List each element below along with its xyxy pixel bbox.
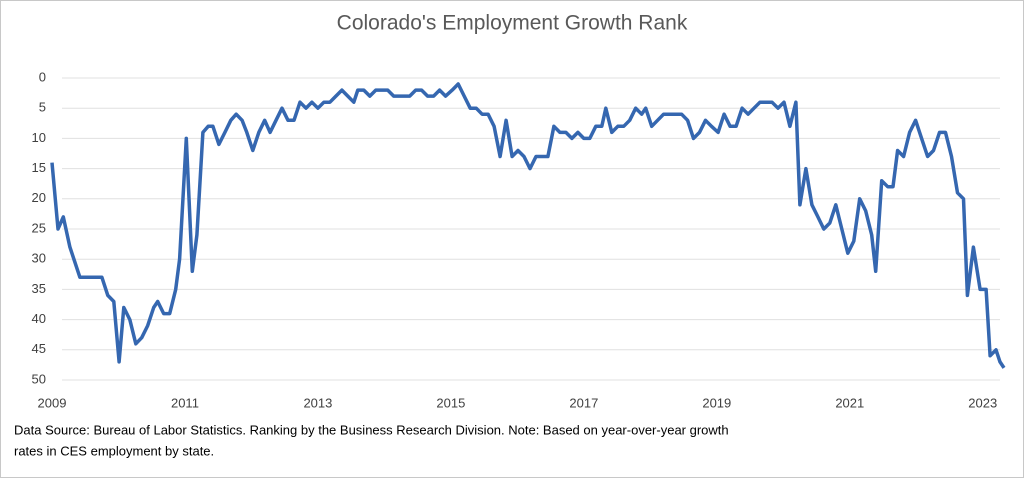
source-note: rates in CES employment by state. [14,443,214,458]
x-tick-label: 2009 [38,395,67,410]
y-tick-label: 30 [32,251,46,266]
x-tick-label: 2023 [968,395,997,410]
x-tick-label: 2021 [835,395,864,410]
x-tick-label: 2013 [303,395,332,410]
y-tick-label: 5 [39,100,46,115]
y-tick-label: 15 [32,160,46,175]
y-tick-label: 35 [32,281,46,296]
x-tick-label: 2015 [436,395,465,410]
y-tick-label: 50 [32,371,46,386]
y-tick-label: 10 [32,130,46,145]
y-tick-label: 25 [32,220,46,235]
x-tick-label: 2017 [569,395,598,410]
x-tick-label: 2011 [171,395,199,410]
y-tick-label: 45 [32,341,46,356]
y-tick-label: 20 [32,190,46,205]
data-line [50,82,1006,369]
chart-title: Colorado's Employment Growth Rank [337,12,688,35]
y-tick-label: 0 [39,69,46,84]
x-tick-label: 2019 [702,395,731,410]
source-note: Data Source: Bureau of Labor Statistics.… [14,422,729,437]
y-tick-label: 40 [32,311,46,326]
